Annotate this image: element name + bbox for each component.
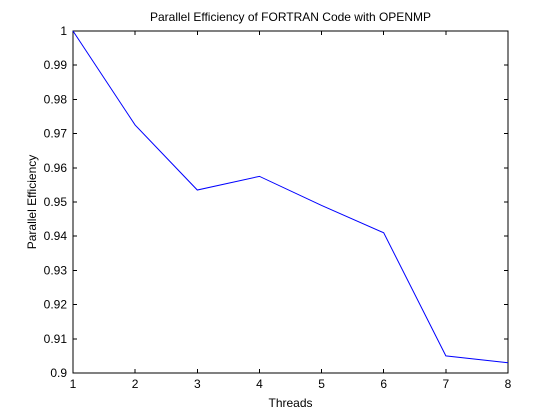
series-line bbox=[72, 30, 509, 364]
y-tick-label: 0.99 bbox=[44, 58, 68, 72]
x-tick-label: 1 bbox=[70, 377, 77, 391]
y-axis-label: Parallel Efficiency bbox=[25, 155, 39, 250]
y-tick-label: 0.93 bbox=[44, 263, 68, 277]
y-tick-label: 0.98 bbox=[44, 92, 68, 106]
x-tick-label: 2 bbox=[132, 377, 139, 391]
chart-title: Parallel Efficiency of FORTRAN Code with… bbox=[150, 10, 431, 24]
x-tick-label: 5 bbox=[318, 377, 325, 391]
y-tick-label: 0.91 bbox=[44, 332, 68, 346]
y-tick-label: 0.97 bbox=[44, 127, 68, 141]
x-tick-label: 3 bbox=[194, 377, 201, 391]
y-tick-label: 0.92 bbox=[44, 298, 68, 312]
x-tick-label: 7 bbox=[443, 377, 450, 391]
y-tick-label: 0.95 bbox=[44, 195, 68, 209]
x-axis-label: Threads bbox=[268, 396, 312, 410]
y-tick-label: 0.9 bbox=[50, 366, 67, 380]
y-tick-label: 1 bbox=[60, 24, 67, 38]
y-tick-label: 0.96 bbox=[44, 161, 68, 175]
plot-area: 1 2 3 4 5 6 7 8 0.9 0.91 0.92 0.93 0.94 0.95 0.96 0.97 0… bbox=[44, 24, 512, 391]
axes-box bbox=[72, 30, 509, 374]
x-tick-label: 8 bbox=[505, 377, 512, 391]
x-tick-label: 4 bbox=[256, 377, 263, 391]
y-tick-label: 0.94 bbox=[44, 229, 68, 243]
x-tick-label: 6 bbox=[380, 377, 387, 391]
